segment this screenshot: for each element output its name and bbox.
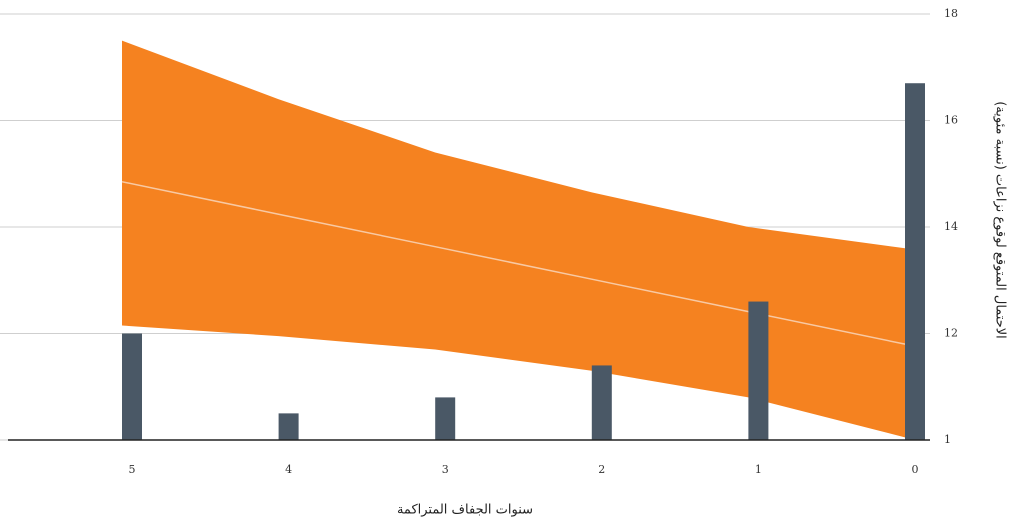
- x-tick-label: 0: [912, 463, 919, 476]
- x-tick-label: 1: [755, 463, 762, 476]
- y-tick-label: 12: [944, 327, 958, 340]
- x-axis-title: سنوات الجفاف المتراكمة: [397, 503, 533, 518]
- confidence-band: [122, 40, 905, 438]
- x-tick-label: 5: [129, 463, 136, 476]
- bar: [278, 413, 299, 440]
- trend-line: [121, 181, 906, 345]
- y-tick-label: 14: [944, 220, 958, 233]
- y-tick-label: 18: [944, 7, 958, 20]
- x-tick-label: 2: [598, 463, 605, 476]
- bar: [435, 397, 456, 440]
- bar: [591, 365, 612, 440]
- x-tick-label: 3: [442, 463, 449, 476]
- bar: [748, 301, 769, 440]
- x-tick-label: 4: [285, 463, 292, 476]
- bar: [905, 83, 925, 440]
- y-tick-label: 16: [944, 114, 958, 127]
- bar: [122, 333, 142, 440]
- y-tick-label: 1: [944, 433, 951, 446]
- y-axis-title: الاحتمال المتوقع لوقوع نزاعات (نسبة مئوي…: [993, 101, 1008, 339]
